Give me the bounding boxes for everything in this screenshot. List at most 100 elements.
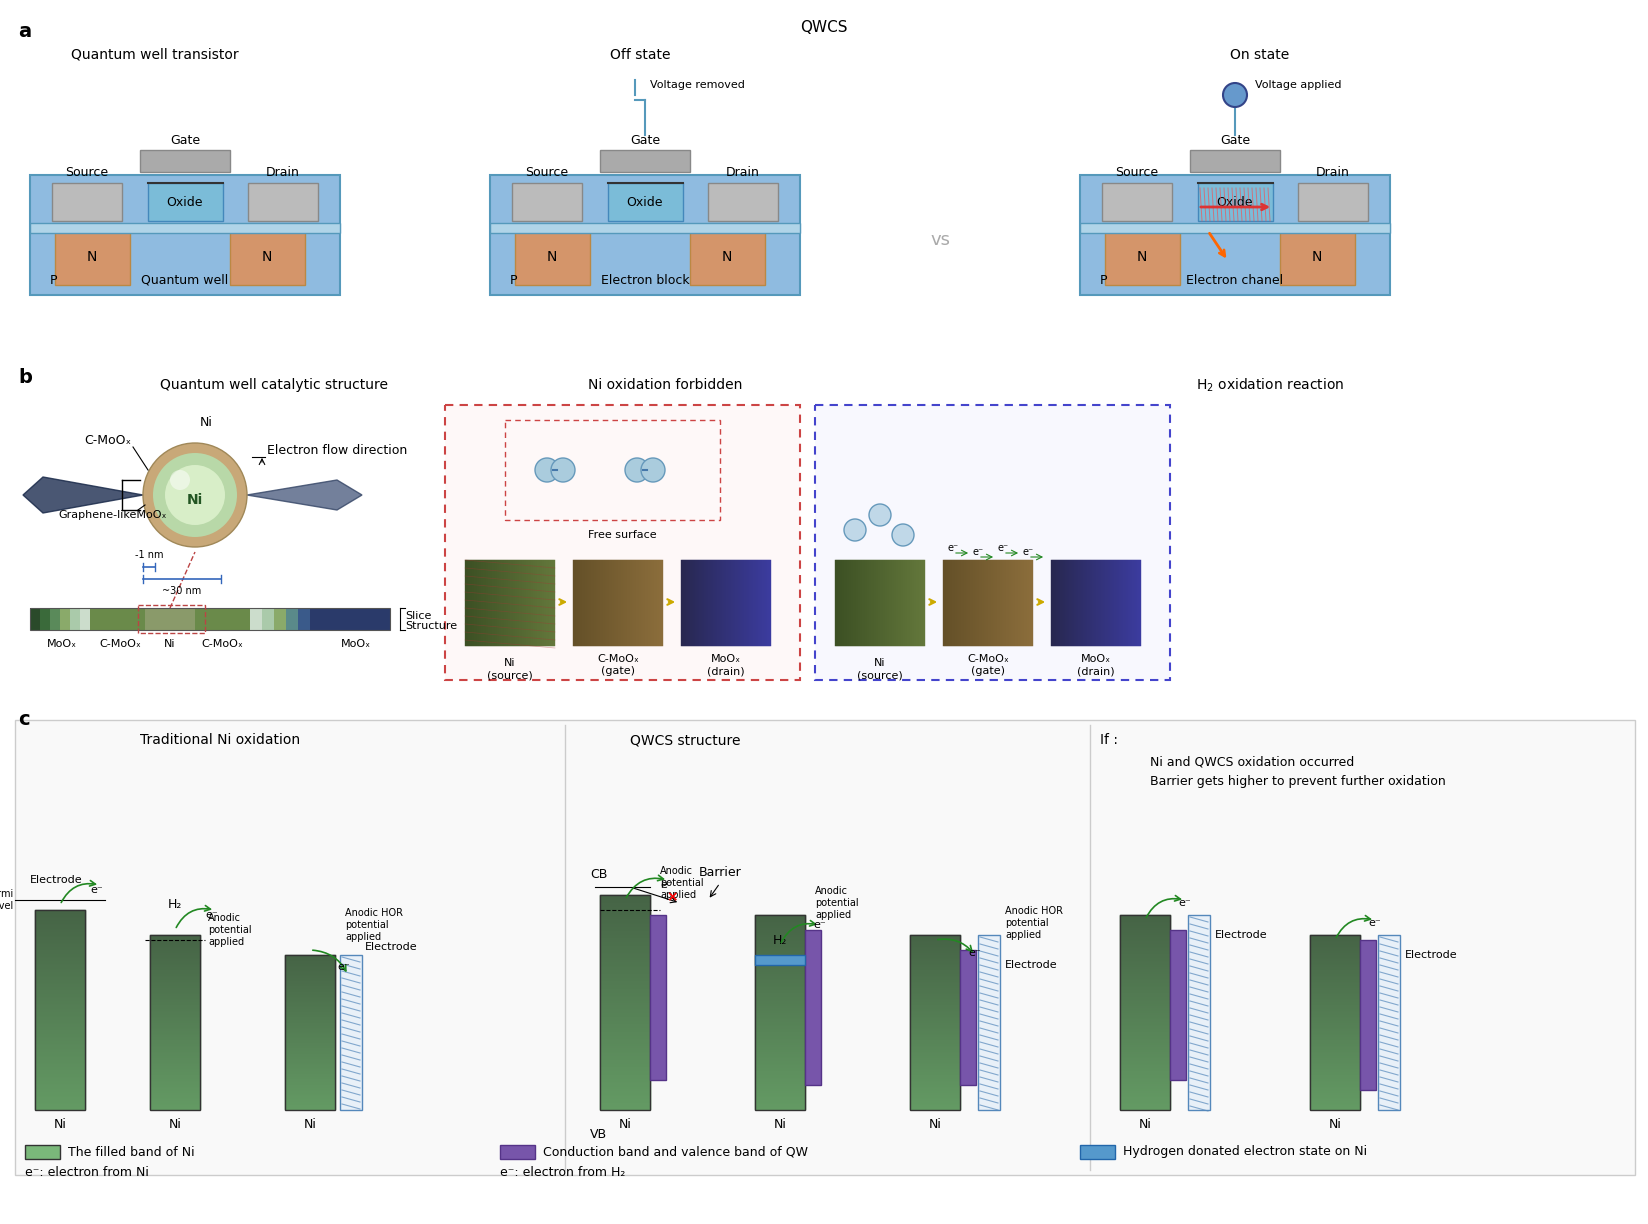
Text: e⁻: e⁻ xyxy=(659,880,672,890)
Bar xyxy=(194,608,250,630)
Text: Source: Source xyxy=(1116,166,1159,180)
Text: V: V xyxy=(1231,91,1239,100)
Text: Ni: Ni xyxy=(199,416,213,430)
Text: Ni: Ni xyxy=(168,1118,181,1131)
Text: Voltage applied: Voltage applied xyxy=(1256,80,1341,91)
Text: MoOₓ: MoOₓ xyxy=(1081,654,1111,663)
Text: H₂: H₂ xyxy=(168,898,183,912)
Bar xyxy=(691,230,765,285)
Text: Electron block: Electron block xyxy=(600,273,689,286)
Circle shape xyxy=(625,458,649,482)
Text: Traditional Ni oxidation: Traditional Ni oxidation xyxy=(140,733,300,747)
Text: e⁻: e⁻ xyxy=(972,547,984,557)
Circle shape xyxy=(170,470,190,490)
Text: Drain: Drain xyxy=(265,166,300,180)
Text: Barrier: Barrier xyxy=(699,867,742,880)
Text: Conduction band and valence band of QW: Conduction band and valence band of QW xyxy=(542,1146,808,1158)
Text: e⁻: electron from H₂: e⁻: electron from H₂ xyxy=(499,1166,625,1180)
Text: Voltage removed: Voltage removed xyxy=(649,80,745,91)
Circle shape xyxy=(1223,83,1248,106)
Text: Gate: Gate xyxy=(170,133,199,147)
Text: Oxide: Oxide xyxy=(166,196,203,208)
Text: Electrode: Electrode xyxy=(1005,960,1058,969)
Bar xyxy=(59,608,69,630)
Text: Fermi
level: Fermi level xyxy=(0,889,13,911)
Text: Ni oxidation forbidden: Ni oxidation forbidden xyxy=(588,378,742,392)
Bar xyxy=(40,608,49,630)
Text: Off state: Off state xyxy=(610,48,671,62)
Bar xyxy=(148,184,222,222)
Bar xyxy=(54,230,130,285)
Text: (source): (source) xyxy=(488,670,532,681)
Bar xyxy=(1079,175,1389,295)
Text: Ni: Ni xyxy=(1328,1118,1341,1131)
Text: Quantum well catalytic structure: Quantum well catalytic structure xyxy=(160,378,387,392)
Bar xyxy=(81,608,91,630)
Circle shape xyxy=(165,465,226,525)
Circle shape xyxy=(892,524,915,546)
Text: QWCS: QWCS xyxy=(801,20,847,35)
Bar xyxy=(30,608,96,630)
Text: Oxide: Oxide xyxy=(1216,196,1252,208)
Text: ~30 nm: ~30 nm xyxy=(163,586,201,596)
Circle shape xyxy=(550,458,575,482)
Text: H₂: H₂ xyxy=(773,934,788,946)
Text: P: P xyxy=(509,273,517,286)
Text: CB: CB xyxy=(590,869,608,881)
Bar xyxy=(250,608,262,630)
Circle shape xyxy=(536,458,559,482)
Bar xyxy=(1299,184,1368,222)
Bar xyxy=(1170,930,1187,1080)
Text: Ni: Ni xyxy=(618,1118,631,1131)
Text: H$_2$ oxidation reaction: H$_2$ oxidation reaction xyxy=(1196,376,1345,394)
Text: (gate): (gate) xyxy=(971,666,1005,676)
Text: b: b xyxy=(18,368,31,387)
Polygon shape xyxy=(23,477,143,513)
Text: C-MoOₓ: C-MoOₓ xyxy=(597,654,639,663)
Text: Drain: Drain xyxy=(1317,166,1350,180)
Text: MoOₓ: MoOₓ xyxy=(46,639,77,649)
Circle shape xyxy=(844,519,865,541)
Text: N: N xyxy=(87,250,97,264)
Bar xyxy=(910,935,961,1110)
Bar xyxy=(30,608,40,630)
Text: vs: vs xyxy=(929,231,949,248)
Text: Electrode: Electrode xyxy=(1406,950,1457,960)
Circle shape xyxy=(153,453,237,537)
Text: N: N xyxy=(262,250,272,264)
Bar xyxy=(321,608,391,630)
Bar xyxy=(499,1144,536,1159)
Bar xyxy=(30,223,339,233)
Text: e⁻: e⁻ xyxy=(1368,918,1381,928)
Bar xyxy=(1103,184,1172,222)
Bar xyxy=(600,151,691,173)
Bar xyxy=(961,950,976,1084)
Text: e⁻: electron from Ni: e⁻: electron from Ni xyxy=(25,1166,148,1180)
Text: C-MoOₓ: C-MoOₓ xyxy=(967,654,1009,663)
Text: Ni: Ni xyxy=(165,639,176,649)
Bar xyxy=(140,151,231,173)
Bar xyxy=(138,605,204,633)
Text: Ni and QWCS oxidation occurred: Ni and QWCS oxidation occurred xyxy=(1150,755,1355,769)
Text: Barrier gets higher to prevent further oxidation: Barrier gets higher to prevent further o… xyxy=(1150,776,1445,788)
Bar xyxy=(30,608,391,630)
Text: Slice: Slice xyxy=(405,611,432,621)
Text: Ni: Ni xyxy=(773,1118,786,1131)
Bar xyxy=(1079,1144,1116,1159)
Bar xyxy=(504,420,720,520)
Bar xyxy=(608,184,682,222)
Text: C-MoOₓ: C-MoOₓ xyxy=(99,639,142,649)
Bar xyxy=(977,935,1000,1110)
Bar xyxy=(339,955,363,1110)
Circle shape xyxy=(143,443,247,547)
Text: C-MoOₓ: C-MoOₓ xyxy=(84,433,132,447)
Circle shape xyxy=(641,458,666,482)
Bar xyxy=(513,184,582,222)
Text: Graphene-likeMoOₓ: Graphene-likeMoOₓ xyxy=(59,510,166,520)
Text: Ni: Ni xyxy=(873,659,885,668)
Bar xyxy=(1188,916,1210,1110)
Text: (drain): (drain) xyxy=(707,666,745,676)
Bar xyxy=(1378,935,1401,1110)
Text: MoOₓ: MoOₓ xyxy=(341,639,371,649)
Bar xyxy=(49,608,59,630)
